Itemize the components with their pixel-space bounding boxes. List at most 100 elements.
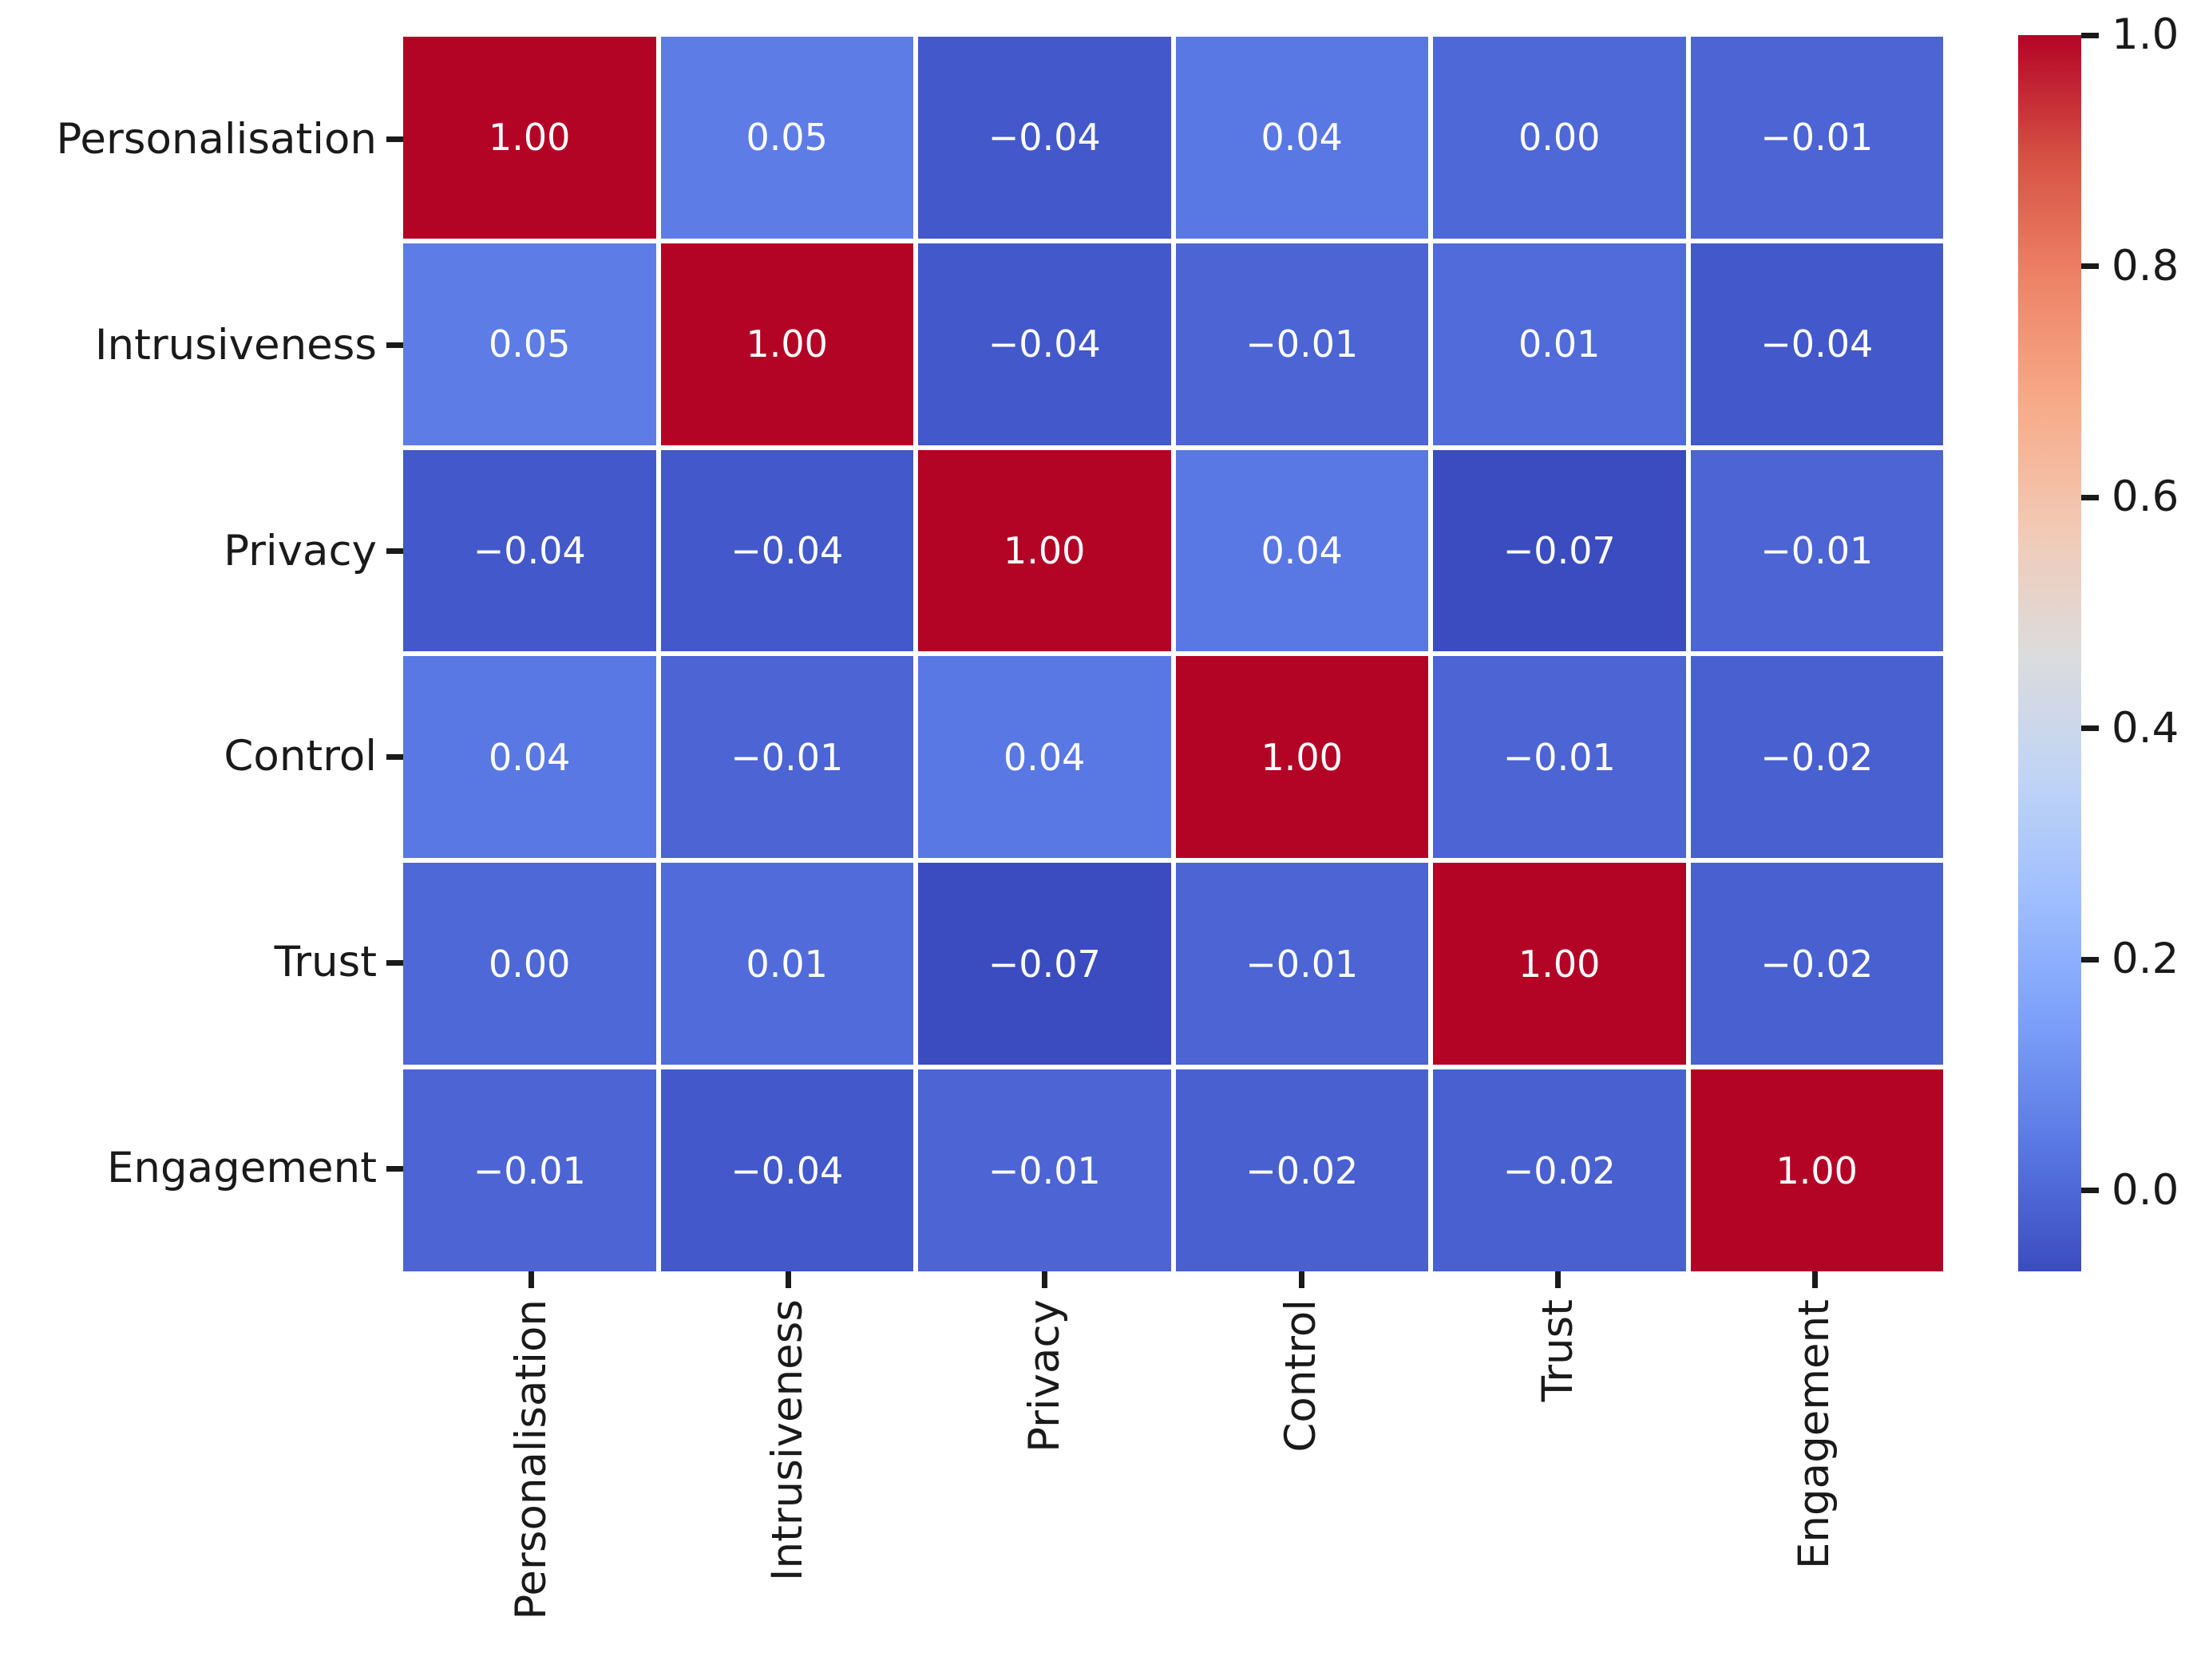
colorbar-tick-label-0.4: 0.4 (2112, 703, 2179, 753)
heatmap-cell-Trust-Trust: 1.00 (1433, 863, 1686, 1065)
cell-value: −0.02 (1760, 735, 1874, 779)
cell-value: 0.00 (1518, 116, 1601, 160)
y-axis-label-privacy: Privacy (224, 526, 377, 575)
heatmap-cell-Intrusiveness-Personalisation: 0.05 (403, 243, 656, 445)
x-axis-label-control: Control (1276, 1299, 1327, 1666)
heatmap-cell-Control-Personalisation: 0.04 (403, 656, 656, 859)
cell-value: 0.04 (1003, 735, 1086, 779)
heatmap-cell-Privacy-Engagement: −0.01 (1690, 449, 1943, 652)
cell-value: 1.00 (1261, 735, 1343, 779)
cell-value: 0.05 (489, 322, 571, 366)
y-axis-tick (386, 136, 403, 143)
cell-value: 0.04 (489, 735, 571, 779)
heatmap-cell-Control-Privacy: 0.04 (918, 656, 1171, 859)
cell-value: 0.01 (1518, 322, 1601, 366)
x-axis-label-text: Control (1277, 1299, 1326, 1453)
cell-value: 0.04 (1261, 116, 1343, 160)
colorbar-tick-label-1.0: 1.0 (2112, 10, 2179, 59)
cell-value: −0.01 (988, 1148, 1101, 1192)
x-axis-label-text: Intrusiveness (763, 1299, 813, 1582)
heatmap-cell-Personalisation-Control: 0.04 (1175, 37, 1428, 239)
x-axis-tick (1042, 1271, 1048, 1288)
x-axis-label-text: Engagement (1790, 1299, 1839, 1570)
heatmap-cell-Engagement-Engagement: 1.00 (1690, 1069, 1943, 1271)
cell-value: −0.01 (730, 735, 844, 779)
colorbar-tick (2081, 494, 2099, 500)
cell-value: −0.01 (1245, 942, 1359, 986)
y-axis-tick (386, 1165, 403, 1172)
heatmap-cell-Privacy-Control: 0.04 (1175, 449, 1428, 652)
y-axis-label-engagement: Engagement (106, 1144, 377, 1193)
cell-value: −0.04 (988, 322, 1101, 366)
colorbar-tick (2081, 32, 2099, 38)
x-axis-label-personalisation: Personalisation (506, 1299, 557, 1666)
x-axis-label-trust: Trust (1533, 1299, 1584, 1666)
heatmap-cell-Control-Trust: −0.01 (1433, 656, 1686, 859)
y-axis-label-trust: Trust (274, 938, 377, 987)
y-axis-tick (386, 959, 403, 966)
colorbar-tick (2081, 263, 2099, 270)
heatmap-cell-Privacy-Privacy: 1.00 (918, 449, 1171, 652)
y-axis-label-intrusiveness: Intrusiveness (94, 320, 377, 370)
heatmap-cell-Personalisation-Trust: 0.00 (1433, 37, 1686, 239)
heatmap-cell-Personalisation-Intrusiveness: 0.05 (660, 37, 913, 239)
heatmap-cell-Intrusiveness-Trust: 0.01 (1433, 243, 1686, 445)
heatmap-cell-Intrusiveness-Engagement: −0.04 (1690, 243, 1943, 445)
heatmap-cell-Engagement-Control: −0.02 (1175, 1069, 1428, 1271)
cell-value: 0.00 (489, 942, 571, 986)
heatmap-cell-Engagement-Trust: −0.02 (1433, 1069, 1686, 1271)
heatmap-cell-Control-Control: 1.00 (1175, 656, 1428, 859)
colorbar-gradient (2018, 35, 2081, 1271)
cell-value: −0.02 (1502, 1148, 1616, 1192)
cell-value: 0.04 (1261, 529, 1343, 573)
cell-value: 0.05 (746, 116, 828, 160)
cell-value: 0.01 (746, 942, 828, 986)
cell-value: −0.02 (1245, 1148, 1359, 1192)
cell-value: 1.00 (1518, 942, 1601, 986)
heatmap-cell-Control-Engagement: −0.02 (1690, 656, 1943, 859)
x-axis-label-text: Trust (1533, 1299, 1582, 1402)
x-axis-label-intrusiveness: Intrusiveness (762, 1299, 813, 1666)
heatmap-grid: 1.00 0.05 −0.04 0.04 0.00 −0.01 0.05 1.00 −0.04 −… (403, 37, 1943, 1271)
heatmap-cell-Privacy-Intrusiveness: −0.04 (660, 449, 913, 652)
y-axis-label-control: Control (224, 732, 377, 781)
cell-value: −0.07 (1502, 529, 1616, 573)
y-axis-tick (386, 753, 403, 760)
heatmap-cell-Engagement-Personalisation: −0.01 (403, 1069, 656, 1271)
colorbar-tick-label-0.8: 0.8 (2112, 241, 2179, 291)
x-axis-label-privacy: Privacy (1019, 1299, 1071, 1666)
x-axis-tick (1811, 1271, 1818, 1288)
x-axis-tick (785, 1271, 791, 1288)
heatmap-cell-Engagement-Intrusiveness: −0.04 (660, 1069, 913, 1271)
x-axis-label-engagement: Engagement (1789, 1299, 1840, 1666)
heatmap-cell-Personalisation-Personalisation: 1.00 (403, 37, 656, 239)
heatmap-cell-Intrusiveness-Intrusiveness: 1.00 (660, 243, 913, 445)
y-axis-tick (386, 342, 403, 349)
x-axis-label-text: Personalisation (506, 1299, 556, 1620)
colorbar-tick (2081, 1188, 2099, 1194)
x-axis-tick (1298, 1271, 1304, 1288)
cell-value: 1.00 (746, 322, 828, 366)
colorbar-tick-label-0.6: 0.6 (2112, 472, 2179, 522)
colorbar-tick (2081, 956, 2099, 963)
heatmap-cell-Personalisation-Privacy: −0.04 (918, 37, 1171, 239)
cell-value: −0.04 (730, 1148, 844, 1192)
heatmap-cell-Trust-Intrusiveness: 0.01 (660, 863, 913, 1065)
colorbar-tick-label-0.2: 0.2 (2112, 935, 2179, 984)
cell-value: −0.04 (730, 529, 844, 573)
heatmap-cell-Intrusiveness-Control: −0.01 (1175, 243, 1428, 445)
cell-value: −0.04 (473, 529, 586, 573)
cell-value: −0.01 (1502, 735, 1616, 779)
heatmap-cell-Trust-Engagement: −0.02 (1690, 863, 1943, 1065)
cell-value: −0.01 (1760, 116, 1874, 160)
cell-value: 1.00 (489, 116, 571, 160)
cell-value: −0.04 (1760, 322, 1874, 366)
heatmap-cell-Privacy-Trust: −0.07 (1433, 449, 1686, 652)
cell-value: 1.00 (1003, 529, 1086, 573)
cell-value: −0.01 (1245, 322, 1359, 366)
heatmap-cell-Personalisation-Engagement: −0.01 (1690, 37, 1943, 239)
x-axis-tick (1555, 1271, 1562, 1288)
heatmap-cell-Intrusiveness-Privacy: −0.04 (918, 243, 1171, 445)
heatmap-cell-Trust-Privacy: −0.07 (918, 863, 1171, 1065)
